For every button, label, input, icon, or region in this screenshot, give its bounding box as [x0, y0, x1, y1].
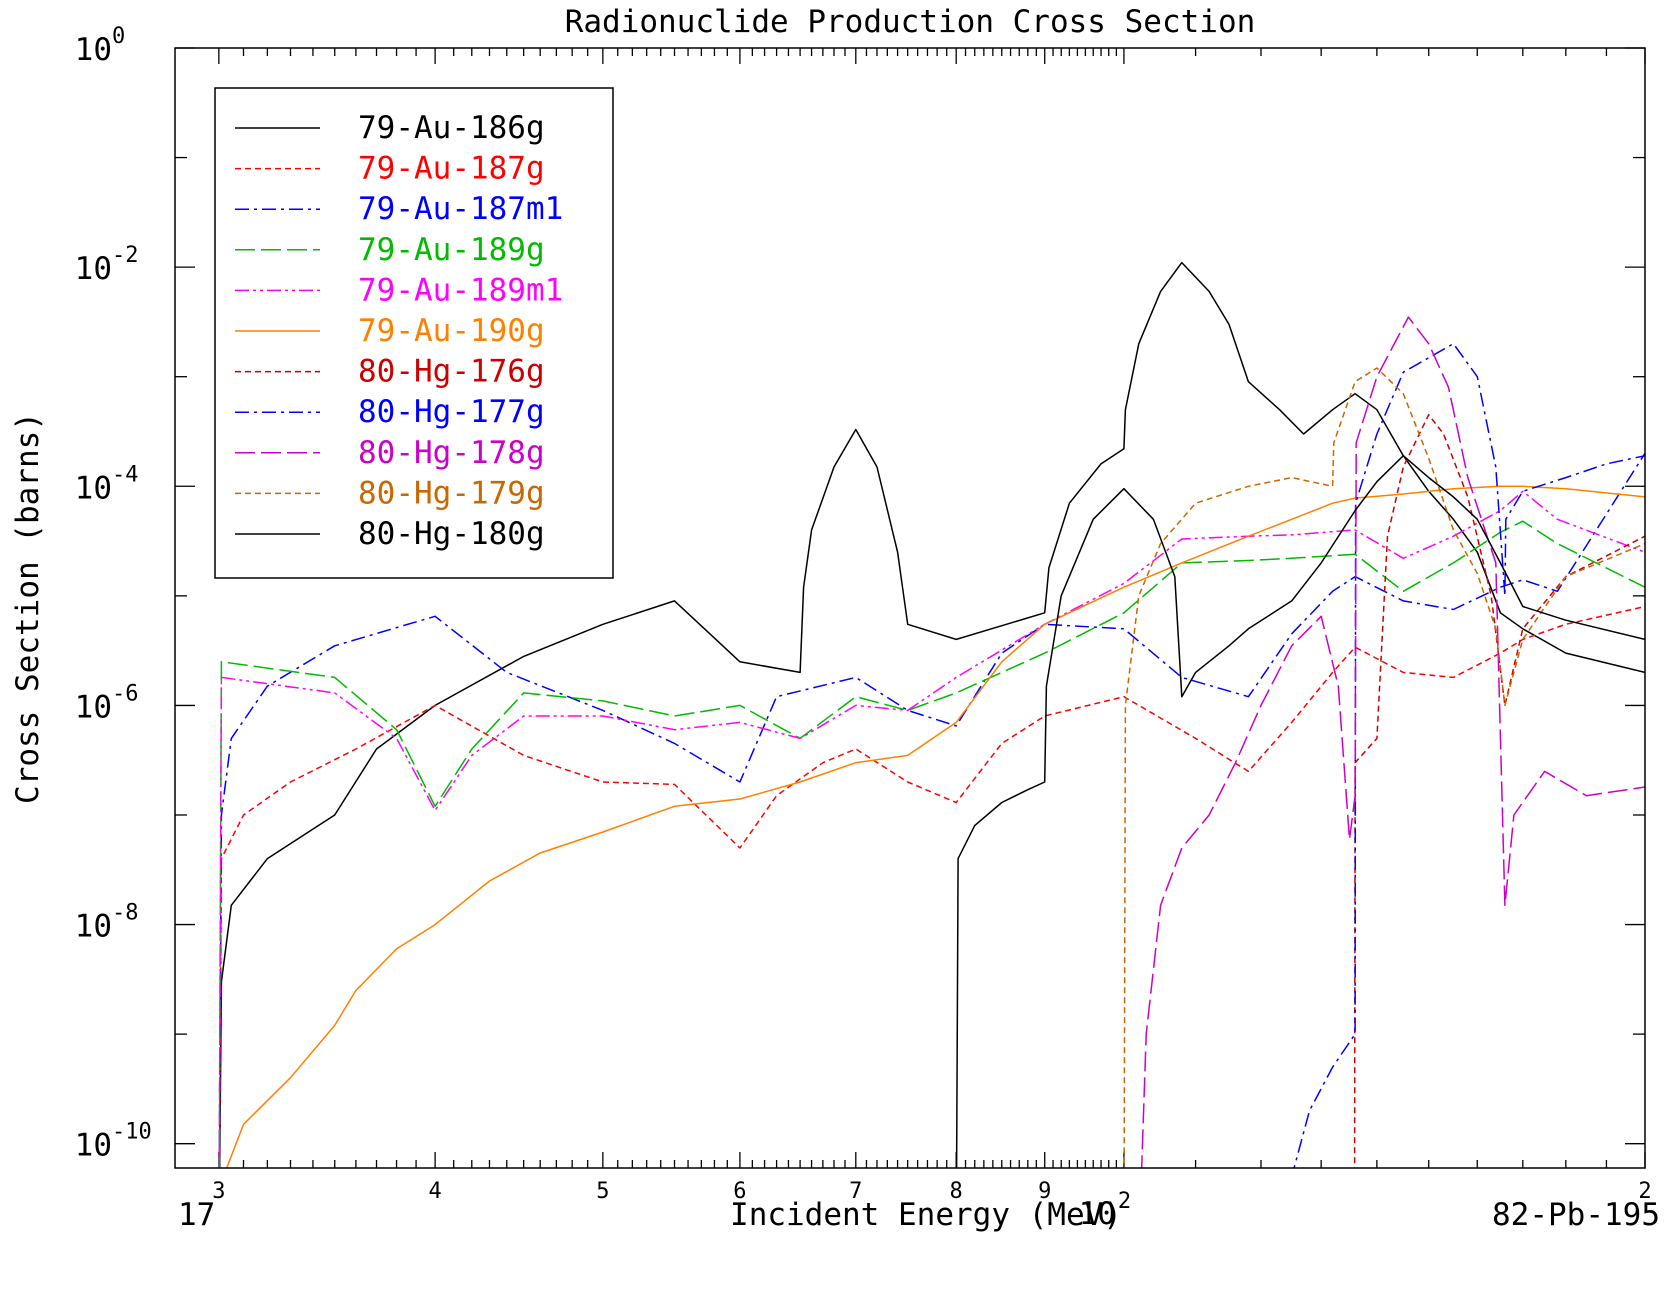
legend-label: 79-Au-189m1 [358, 272, 563, 308]
y-tick-label-exp: 0 [112, 24, 125, 49]
legend-label: 79-Au-187m1 [358, 191, 563, 227]
series-line-79-Au-186g [218, 261, 1645, 1168]
axis-ticks [175, 47, 1646, 1168]
x-tick-label: 9 [1038, 1179, 1051, 1204]
legend-label: 79-Au-190g [358, 313, 545, 349]
legend-label: 79-Au-189g [358, 232, 545, 268]
y-tick-label-base: 10 [75, 689, 112, 725]
x-tick-label: 3 [212, 1179, 225, 1204]
y-tick-label-exp: -6 [112, 681, 139, 706]
y-tick-label-base: 10 [75, 470, 112, 506]
series-line-79-Au-189g [218, 520, 1645, 1168]
x-tick-label: 7 [849, 1179, 862, 1204]
corner-label-right: 82-Pb-195 [1492, 1197, 1660, 1233]
legend-label: 80-Hg-179g [358, 475, 545, 511]
legend: 79-Au-186g 79-Au-187g 79-Au-187m1 79-Au-189… [214, 87, 614, 579]
x-tick-labels: 3 4 5 6 7 8 9 210 2 [212, 1179, 1651, 1232]
series-line-79-Au-190g [225, 485, 1645, 1168]
x-axis-label: Incident Energy (MeV) [730, 1197, 1122, 1233]
series-line-79-Au-189m1 [218, 490, 1645, 1168]
x-tick-label: 2 [1638, 1179, 1651, 1204]
y-tick-label-base: 10 [75, 32, 112, 68]
x-decade-label-base: 10 [1079, 1196, 1116, 1232]
corner-label-left: 17 [178, 1197, 215, 1233]
plot-frame [174, 47, 1646, 1169]
series-line-80-Hg-179g [1123, 367, 1645, 1168]
y-tick-label-exp: -10 [112, 1120, 152, 1145]
y-tick-label-base: 10 [75, 909, 112, 945]
chart-title: Radionuclide Production Cross Section [565, 4, 1256, 40]
series-line-80-Hg-178g [1140, 316, 1645, 1168]
series-line-79-Au-187m1 [218, 452, 1645, 1168]
legend-label: 80-Hg-176g [358, 354, 545, 390]
legend-box [214, 87, 614, 579]
y-tick-label-exp: -2 [112, 243, 139, 268]
legend-label: 80-Hg-178g [358, 435, 545, 471]
y-tick-label-base: 10 [75, 251, 112, 287]
x-tick-label: 6 [733, 1179, 746, 1204]
y-tick-label-base: 10 [75, 1128, 112, 1164]
legend-label: 79-Au-186g [358, 110, 545, 146]
legend-label: 80-Hg-177g [358, 394, 545, 430]
series-line-80-Hg-177g [1293, 342, 1645, 1168]
y-axis-label: Cross Section (barns) [10, 412, 46, 804]
y-tick-label-exp: -8 [112, 901, 139, 926]
x-tick-label: 4 [428, 1179, 441, 1204]
legend-label: 80-Hg-180g [358, 516, 545, 552]
series-line-80-Hg-180g [955, 454, 1645, 1168]
series-line-79-Au-187g [218, 605, 1645, 1168]
x-decade-label-exp: 2 [1118, 1189, 1131, 1214]
x-tick-label: 5 [596, 1179, 609, 1204]
y-tick-label-exp: -4 [112, 462, 139, 487]
series-lines [218, 261, 1645, 1168]
x-tick-label: 8 [950, 1179, 963, 1204]
series-line-80-Hg-176g [1353, 413, 1645, 1168]
legend-label: 79-Au-187g [358, 151, 545, 187]
